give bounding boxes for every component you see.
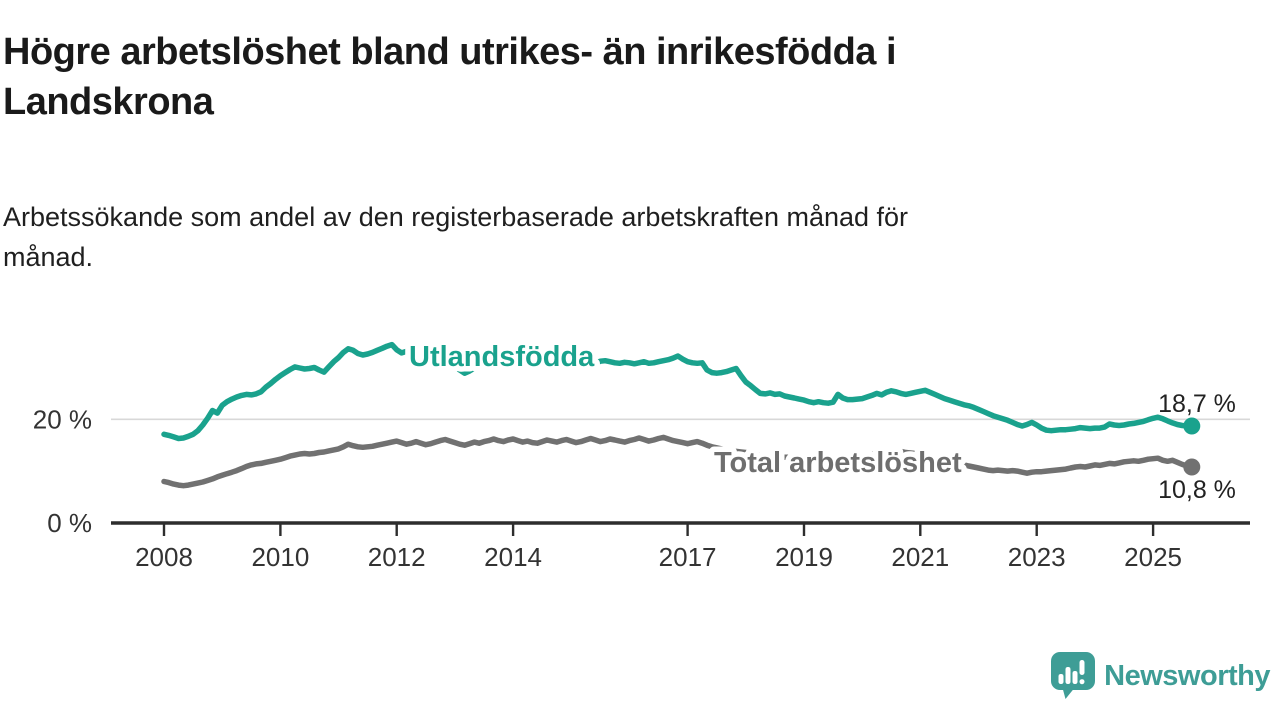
newsworthy-wordmark: Newsworthy [1104,659,1270,692]
subtitle-line-2: månad. [3,242,94,272]
x-tick-label-2023: 2023 [1008,542,1066,572]
utlandsfodda-end-dot [1183,417,1201,435]
y-tick-label-0: 0 % [47,508,92,538]
end-value-label-total: 10,8 % [1158,476,1236,504]
chart-annotations: Utlandsfödda Total arbetslöshet 18,7 % 1… [404,336,1236,505]
subtitle-line-1: Arbetssökande som andel av den registerb… [3,202,909,232]
title-line-1: Högre arbetslöshet bland utrikes- än inr… [3,31,897,73]
x-tick-label-2021: 2021 [891,542,949,572]
axes: 20 % 0 % 2008 2010 2012 2014 2017 2019 2021 2023 2… [33,404,1250,572]
y-tick-label-20: 20 % [33,404,92,434]
x-tick-label-2019: 2019 [775,542,833,572]
newsworthy-logo[interactable]: Newsworthy [1051,652,1270,700]
series-label-utlandsfodda: Utlandsfödda [409,341,595,373]
chart-subtitle: Arbetssökande som andel av den registerb… [3,197,908,277]
total-arbetsloshet-line [161,434,1195,489]
x-tick-label-2017: 2017 [659,542,717,572]
newsworthy-icon [1051,652,1096,699]
total-arbetsloshet-end-dot [1183,458,1201,476]
x-tick-label-2008: 2008 [135,542,193,572]
title-line-2: Landskrona [3,81,214,123]
data-series [161,341,1201,489]
page-title: Högre arbetslöshet bland utrikes- än inr… [3,27,897,127]
end-value-label-utlandsfodda: 18,7 % [1158,390,1236,418]
series-label-total-arbetsloshet: Total arbetslöshet [714,447,962,479]
utlandsfodda-line [161,341,1195,442]
x-tick-label-2012: 2012 [368,542,426,572]
x-tick-label-2010: 2010 [251,542,309,572]
x-tick-label-2014: 2014 [484,542,542,572]
x-tick-label-2025: 2025 [1124,542,1182,572]
